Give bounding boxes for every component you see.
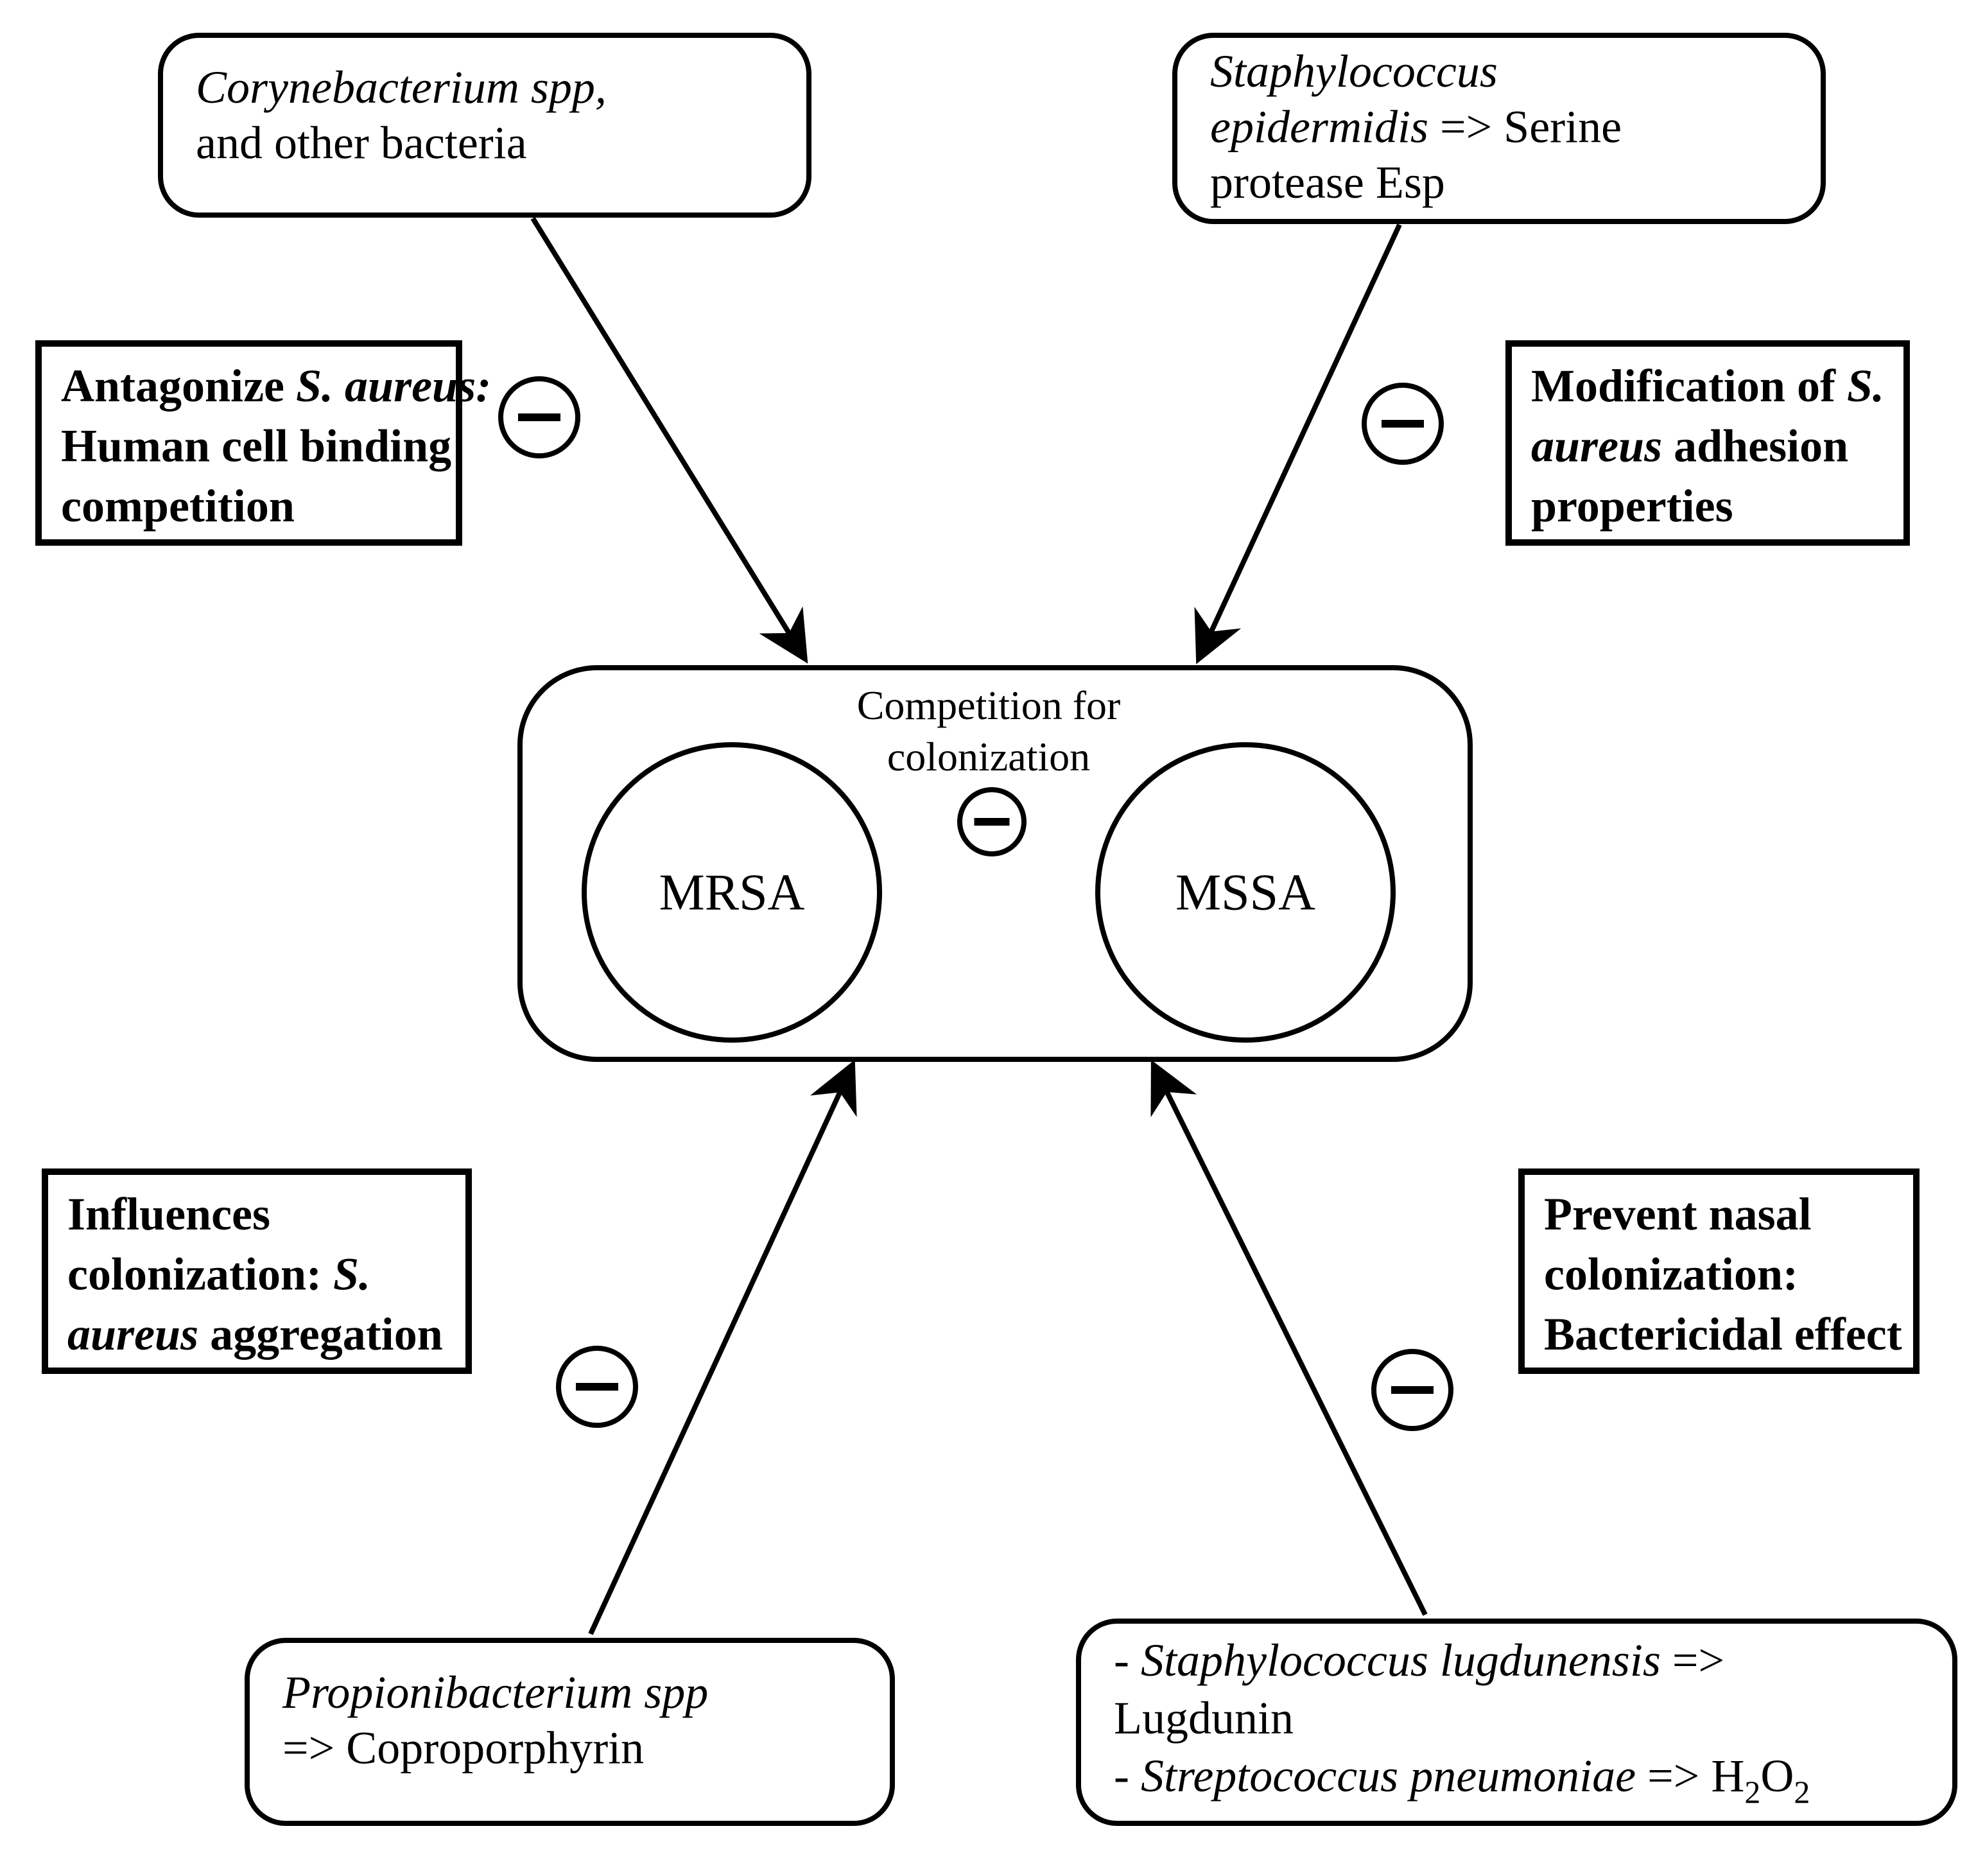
minus-icon-tr bbox=[1364, 385, 1441, 462]
mrsa-label: MRSA bbox=[659, 864, 805, 921]
edge-bl bbox=[591, 1069, 851, 1634]
center-minus-icon bbox=[960, 790, 1024, 854]
minus-icon-tl bbox=[501, 379, 578, 456]
flowchart-diagram: MRSA MSSA Competition for colonization C… bbox=[0, 0, 1985, 1876]
center-comp-1: Competition for bbox=[857, 682, 1121, 728]
minus-icon-bl bbox=[559, 1348, 636, 1425]
edge-br bbox=[1156, 1069, 1425, 1615]
center-comp-2: colonization bbox=[887, 734, 1090, 779]
mssa-label: MSSA bbox=[1175, 864, 1315, 921]
minus-icon-br bbox=[1374, 1351, 1451, 1429]
